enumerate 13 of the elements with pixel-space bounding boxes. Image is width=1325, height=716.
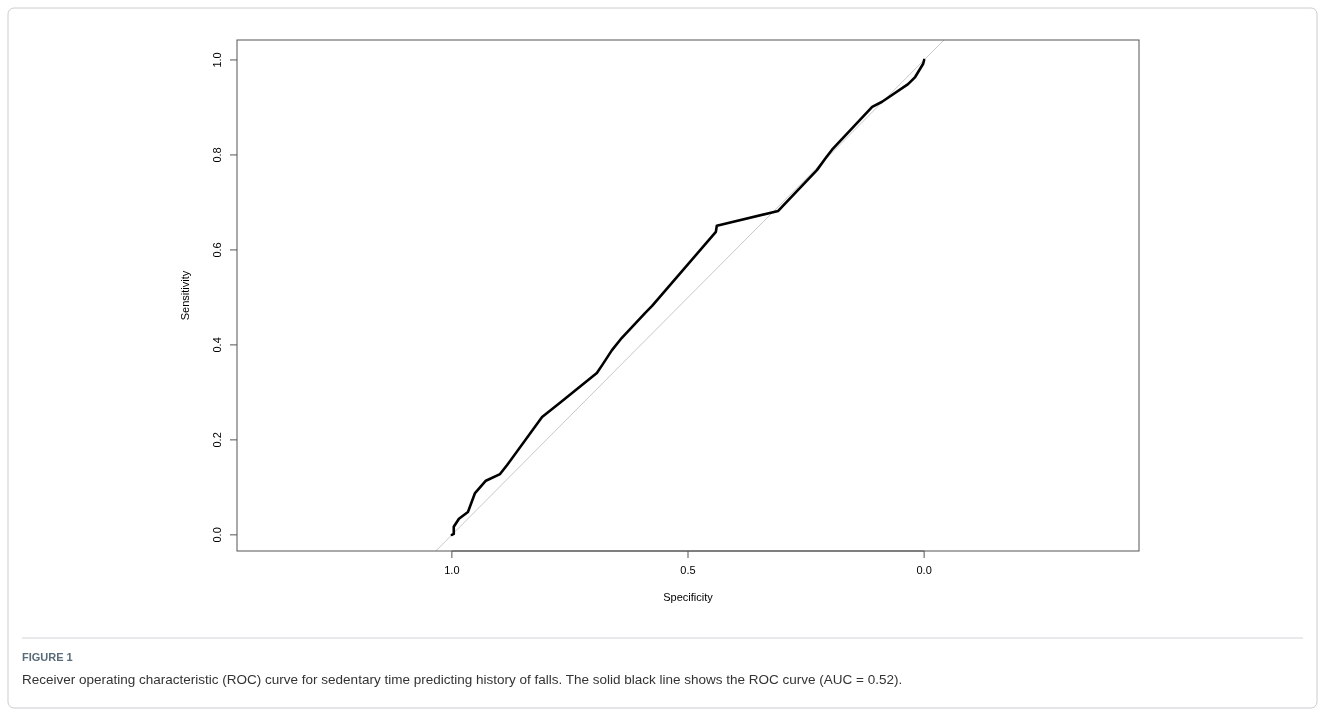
y-tick-label: 0.0 (211, 527, 223, 543)
y-axis-title: Sensitivity (179, 270, 191, 321)
x-tick-label: 0.5 (680, 564, 696, 576)
text: Receiver operating characteristic (ROC) curve for sedentary time predicting history of falls. The solid black line shows the ROC curve (AUC = 0.52). (22, 672, 903, 687)
x-tick-label: 0.0 (916, 564, 932, 576)
y-tick-label: 0.2 (211, 432, 223, 448)
y-tick-label: 0.8 (211, 147, 223, 163)
x-axis-title: Specificity (663, 591, 714, 603)
y-tick-label: 0.4 (211, 337, 223, 353)
y-tick-label: 1.0 (211, 52, 223, 68)
y-tick-label: 0.6 (211, 242, 223, 258)
x-tick-label: 1.0 (444, 564, 460, 576)
caption: FIGURE 1 (22, 651, 73, 663)
